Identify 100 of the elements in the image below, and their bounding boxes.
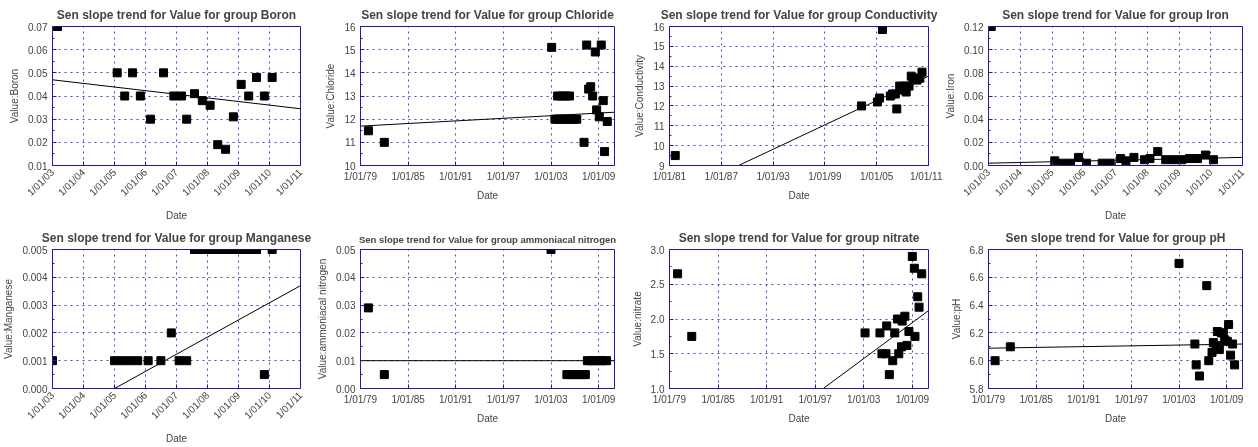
y-tick-label: 0.05 [28, 67, 48, 79]
x-tick-label: 1/01/79 [343, 170, 378, 182]
y-tick-label: 3.0 [650, 244, 665, 256]
y-tick-label: 0.00 [964, 160, 984, 172]
y-tick-label: 0.06 [964, 91, 984, 102]
x-tick-label: 1/01/97 [798, 393, 833, 405]
y-tick-label: 0.00 [336, 383, 356, 395]
y-tick-label: 2.5 [650, 279, 665, 291]
y-tick-label: 0.04 [28, 91, 48, 102]
x-tick-label: 1/01/03 [534, 170, 569, 182]
x-tick-label: 1/01/97 [1114, 393, 1149, 405]
x-axis-title: Date [165, 432, 188, 444]
y-tick-label: 0.06 [28, 44, 48, 56]
y-tick-label: 0.02 [336, 327, 356, 339]
y-tick-label: 9 [658, 160, 665, 172]
chart-title: Sen slope trend for Value for group Manganese [41, 230, 312, 245]
x-axis-title: Date [788, 189, 810, 201]
chart-title: Sen slope trend for Value for group Conductivity [660, 7, 938, 22]
y-tick-label: 11 [654, 120, 665, 132]
y-tick-label: 0.04 [336, 272, 356, 284]
y-axis-title: Value:Conductivity [634, 54, 646, 138]
y-axis-title: Value:ammoniacal nitrogen [317, 258, 329, 380]
x-tick-label: 1/01/03 [847, 393, 881, 405]
x-axis-title: Date [788, 412, 810, 424]
y-axis-title: Value:Iron [945, 73, 957, 119]
x-axis-title: Date [165, 209, 188, 221]
y-tick-label: 0.004 [22, 272, 48, 284]
y-tick-label: 10 [653, 140, 665, 152]
y-tick-label: 14 [344, 67, 356, 79]
y-tick-label: 6.2 [969, 327, 984, 339]
y-tick-label: 0.03 [28, 114, 48, 126]
y-tick-label: 5.8 [969, 383, 984, 395]
chart-title: Sen slope trend for Value for group Chloride [361, 7, 615, 22]
y-tick-label: 0.12 [964, 21, 984, 33]
y-tick-label: 0.07 [28, 21, 48, 33]
x-axis-title: Date [476, 412, 499, 424]
y-tick-label: 6.0 [969, 355, 984, 367]
x-tick-label: 1/01/87 [704, 170, 739, 182]
y-tick-label: 0.000 [22, 383, 48, 395]
y-tick-label: 15 [344, 44, 356, 56]
chart-title: Sen slope trend for Value for group pH [1005, 230, 1226, 245]
y-tick-label: 16 [653, 21, 665, 33]
x-tick-label: 1/01/09 [581, 393, 616, 405]
y-tick-label: 0.10 [964, 44, 984, 56]
x-tick-label: 1/01/79 [652, 393, 687, 405]
x-tick-label: 1/01/97 [486, 170, 521, 182]
y-tick-label: 15 [653, 41, 665, 53]
y-tick-label: 14 [653, 61, 665, 73]
y-tick-label: 0.001 [22, 355, 48, 367]
x-tick-label: 1/01/09 [1209, 393, 1244, 405]
x-tick-label: 1/01/03 [534, 393, 569, 405]
x-axis-title: Date [1104, 412, 1127, 424]
x-axis-title: Date [1104, 209, 1127, 221]
x-tick-label: 1/01/03 [1162, 393, 1197, 405]
y-tick-label: 12 [344, 114, 356, 126]
chart-title: Sen slope trend for Value for group Boron [56, 7, 297, 22]
y-tick-label: 0.04 [964, 114, 984, 126]
y-tick-label: 6.8 [969, 244, 984, 256]
y-axis-title: Value:nitrate [631, 290, 643, 347]
x-tick-label: 1/01/05 [860, 170, 894, 182]
y-tick-label: 10 [344, 160, 356, 172]
x-tick-label: 1/01/91 [439, 393, 473, 405]
x-tick-label: 1/01/91 [1067, 393, 1101, 405]
x-tick-label: 1/01/97 [486, 393, 521, 405]
y-tick-label: 0.005 [22, 244, 48, 256]
x-tick-label: 1/01/85 [1019, 393, 1054, 405]
x-tick-label: 1/01/93 [756, 170, 791, 182]
y-tick-label: 0.003 [22, 300, 48, 312]
chart-title: Sen slope trend for Value for group Iron [1002, 7, 1229, 22]
y-tick-label: 0.002 [22, 327, 48, 339]
y-tick-label: 0.01 [336, 355, 356, 367]
x-tick-label: 1/01/91 [439, 170, 473, 182]
y-tick-label: 0.08 [964, 67, 984, 79]
y-tick-label: 11 [345, 137, 356, 149]
y-axis-title: Value:pH [950, 298, 962, 340]
y-tick-label: 0.03 [336, 300, 356, 312]
x-tick-label: 1/01/85 [701, 393, 736, 405]
y-tick-label: 0.02 [964, 137, 984, 149]
y-tick-label: 0.05 [336, 244, 356, 256]
y-tick-label: 12 [653, 100, 665, 112]
y-tick-label: 6.4 [969, 300, 984, 312]
y-tick-label: 1.0 [650, 383, 665, 395]
x-tick-label: 1/01/09 [581, 170, 616, 182]
x-tick-label: 1/01/79 [343, 393, 378, 405]
y-tick-label: 1.5 [650, 348, 665, 360]
y-tick-label: 2.0 [650, 314, 665, 325]
x-tick-label: 1/01/91 [749, 393, 784, 405]
x-tick-label: 1/01/85 [391, 393, 426, 405]
x-tick-label: 1/01/11 [909, 170, 943, 182]
y-axis-title: Value:Boron [9, 68, 21, 124]
y-axis-title: Value:Chloride [325, 63, 337, 129]
x-tick-label: 1/01/81 [652, 170, 687, 182]
y-tick-label: 13 [653, 81, 665, 93]
x-tick-label: 1/01/79 [971, 393, 1006, 405]
chart-title: Sen slope trend for Value for group nitrate [678, 230, 920, 245]
x-tick-label: 1/01/85 [391, 170, 426, 182]
y-tick-label: 0.02 [28, 137, 48, 149]
x-axis-title: Date [476, 189, 499, 201]
y-tick-label: 6.6 [969, 272, 984, 284]
y-tick-label: 0.01 [28, 160, 48, 172]
